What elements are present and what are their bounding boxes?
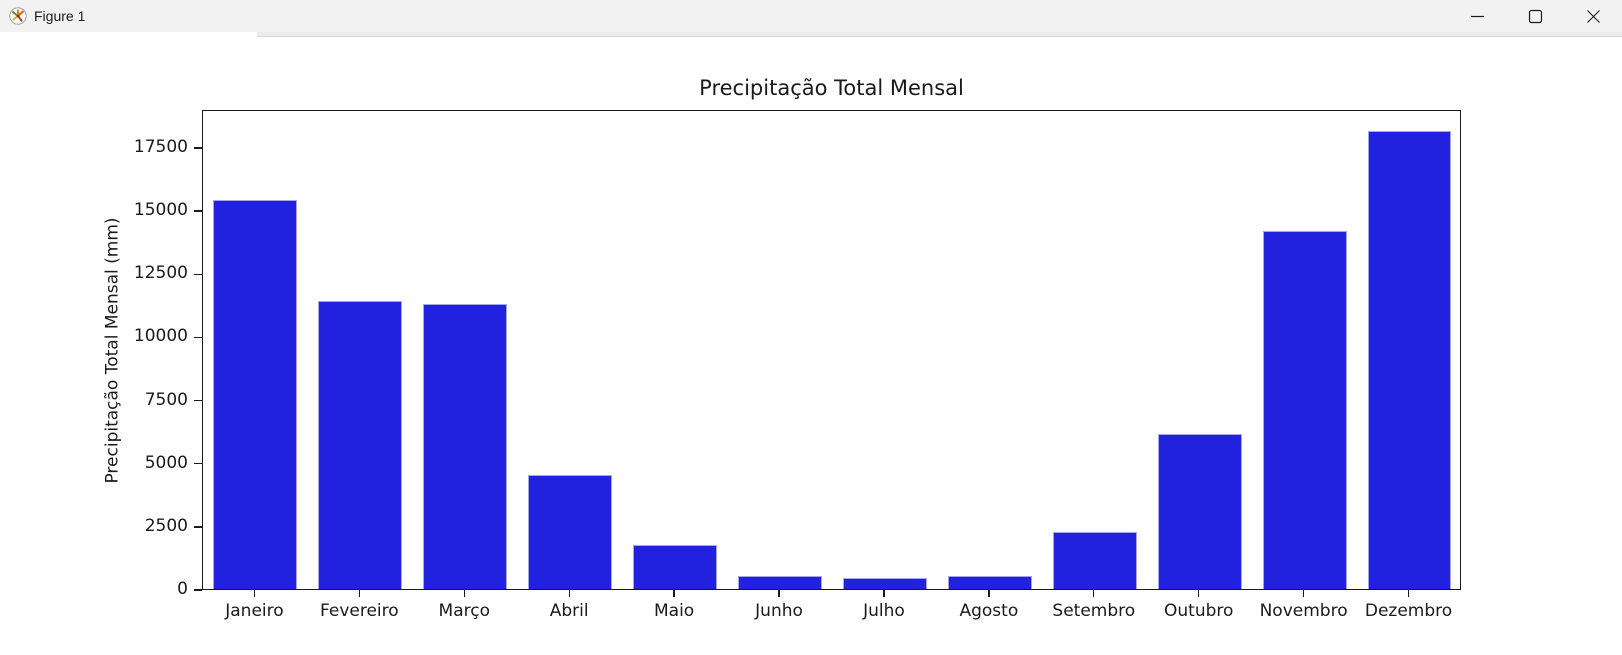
- y-tick-label: 2500: [144, 515, 188, 536]
- bar-novembro: [1262, 230, 1347, 589]
- x-tick-label: Maio: [654, 601, 695, 621]
- x-tick-label: Julho: [863, 601, 905, 621]
- window-titlebar[interactable]: Figure 1: [0, 0, 1622, 32]
- chart-title: Precipitação Total Mensal: [699, 76, 964, 100]
- y-tick: [194, 147, 202, 149]
- x-tick-label: Abril: [549, 601, 589, 621]
- window-title: Figure 1: [34, 8, 86, 24]
- x-tick-label: Junho: [755, 601, 803, 621]
- bar-abril: [528, 474, 613, 589]
- bar-junho: [738, 576, 822, 589]
- x-tick-label: Outubro: [1164, 601, 1234, 621]
- maximize-icon: [1528, 9, 1542, 23]
- bar-setembro: [1052, 532, 1137, 589]
- y-tick-label: 15000: [133, 200, 188, 221]
- bar-julho: [842, 578, 927, 589]
- plot-area: [202, 110, 1461, 590]
- bar-dezembro: [1367, 131, 1452, 589]
- y-tick: [194, 273, 202, 275]
- minimize-button[interactable]: [1448, 0, 1506, 32]
- y-tick-label: 10000: [133, 326, 188, 347]
- minimize-icon: [1470, 15, 1484, 17]
- close-button[interactable]: [1564, 0, 1622, 32]
- bar-março: [423, 303, 508, 589]
- y-tick: [194, 526, 202, 528]
- x-tick: [1093, 590, 1095, 597]
- x-tick: [1407, 590, 1410, 597]
- close-icon: [1586, 9, 1600, 23]
- x-tick-label: Novembro: [1259, 601, 1348, 621]
- x-tick: [988, 590, 990, 597]
- x-tick: [358, 590, 361, 597]
- x-tick-label: Fevereiro: [320, 601, 399, 621]
- x-tick-label: Janeiro: [225, 601, 284, 621]
- window-controls: [1448, 0, 1622, 32]
- x-tick-label: Agosto: [959, 601, 1019, 621]
- y-tick: [194, 589, 202, 591]
- maximize-button[interactable]: [1506, 0, 1564, 32]
- x-tick-label: Setembro: [1052, 601, 1136, 621]
- y-tick: [194, 462, 202, 465]
- x-tick-label: Dezembro: [1364, 601, 1453, 621]
- x-tick: [463, 590, 465, 597]
- y-tick-label: 5000: [144, 452, 188, 473]
- y-tick-label: 0: [177, 579, 188, 599]
- y-tick-label: 7500: [144, 389, 188, 410]
- y-tick: [194, 399, 202, 402]
- x-tick: [883, 590, 885, 597]
- bar-outubro: [1157, 433, 1242, 589]
- background-window-edge: [257, 32, 1622, 37]
- x-tick: [1198, 590, 1200, 597]
- x-tick: [673, 590, 675, 597]
- bar-maio: [633, 544, 718, 589]
- x-tick: [778, 590, 780, 597]
- x-tick: [568, 590, 570, 597]
- bar-fevereiro: [318, 300, 403, 589]
- x-tick-label: Março: [438, 601, 490, 621]
- y-tick-label: 12500: [133, 263, 188, 284]
- y-tick-label: 17500: [133, 136, 188, 157]
- matplotlib-logo-icon: [9, 7, 27, 25]
- x-tick: [1302, 590, 1305, 597]
- y-tick: [194, 336, 202, 339]
- y-tick: [194, 210, 202, 212]
- bar-janeiro: [213, 199, 298, 589]
- bar-agosto: [947, 576, 1032, 589]
- x-tick: [253, 590, 256, 597]
